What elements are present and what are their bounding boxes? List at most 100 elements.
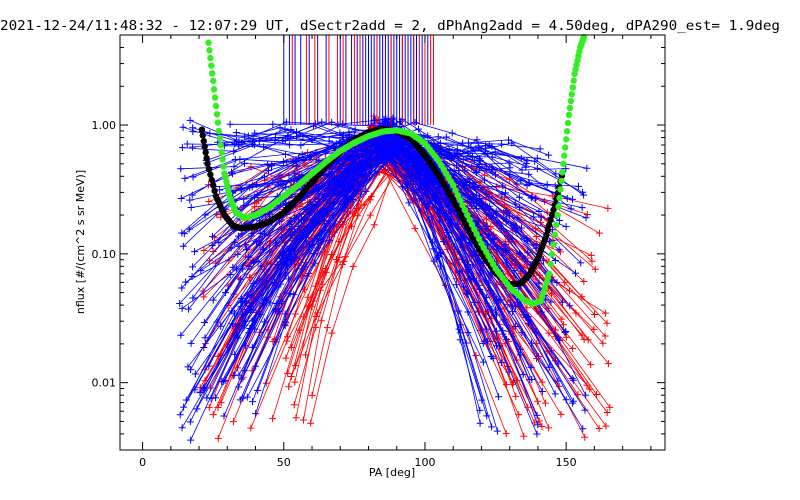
fit-point-black xyxy=(202,149,209,156)
data-point-blue xyxy=(186,116,194,124)
data-point-blue xyxy=(336,138,344,146)
fit-point-green xyxy=(548,251,556,258)
data-point-blue xyxy=(275,307,283,315)
fit-point-green xyxy=(569,84,576,91)
data-point-blue xyxy=(466,179,474,187)
data-point-blue xyxy=(244,132,252,140)
fit-point-black xyxy=(199,132,206,139)
series-blue-markers xyxy=(236,150,563,404)
data-point-blue xyxy=(293,162,301,170)
data-point-blue xyxy=(510,223,518,231)
data-point-blue xyxy=(326,236,334,244)
data-point-red xyxy=(229,418,237,426)
data-point-red xyxy=(247,424,255,432)
data-point-blue xyxy=(493,342,501,350)
data-point-blue xyxy=(179,123,187,131)
data-point-blue xyxy=(517,176,525,184)
data-point-red xyxy=(349,262,357,270)
data-point-blue xyxy=(226,271,234,279)
data-point-red xyxy=(512,392,520,400)
fit-point-green xyxy=(468,221,476,228)
data-point-red xyxy=(282,354,290,362)
data-point-blue xyxy=(277,254,285,262)
data-point-blue xyxy=(508,139,516,147)
data-point-blue xyxy=(310,212,318,220)
data-point-red xyxy=(205,198,213,206)
data-point-blue xyxy=(182,278,190,286)
x-tick-label: 150 xyxy=(556,456,577,469)
data-point-blue xyxy=(461,167,469,175)
data-point-blue xyxy=(178,284,186,292)
data-point-blue xyxy=(502,247,510,255)
data-point-blue xyxy=(276,124,284,132)
data-point-blue xyxy=(558,298,566,306)
data-point-blue xyxy=(177,331,185,339)
chart-title: 2021-12-24/11:48:32 - 12:07:29 UT, dSect… xyxy=(0,18,780,34)
data-point-blue xyxy=(292,239,300,247)
fit-point-green xyxy=(466,216,473,223)
data-point-blue xyxy=(318,118,326,126)
data-point-blue xyxy=(473,169,481,177)
data-point-blue xyxy=(562,223,570,231)
data-point-blue xyxy=(200,386,208,394)
data-point-blue xyxy=(233,265,241,273)
data-point-blue xyxy=(493,219,501,227)
data-point-blue xyxy=(501,189,509,197)
data-point-red xyxy=(283,337,291,345)
data-point-blue xyxy=(354,185,362,193)
fit-point-green xyxy=(208,62,215,69)
data-point-blue xyxy=(178,304,186,312)
data-point-blue xyxy=(433,253,441,261)
data-point-red xyxy=(557,410,565,418)
data-point-blue xyxy=(458,267,466,275)
series-blue-markers xyxy=(249,127,590,406)
data-point-red xyxy=(209,248,217,256)
fit-point-green xyxy=(216,134,223,142)
y-tick-label: 0.01 xyxy=(92,377,117,390)
data-point-blue xyxy=(187,436,195,444)
data-point-blue xyxy=(543,181,551,189)
data-point-red xyxy=(411,224,419,232)
data-point-blue xyxy=(249,398,257,406)
data-point-red xyxy=(302,351,310,359)
data-point-blue xyxy=(243,393,251,401)
data-point-blue xyxy=(212,394,220,402)
data-point-blue xyxy=(476,195,484,203)
data-point-blue xyxy=(553,279,561,287)
fit-point-green xyxy=(205,39,212,46)
data-point-blue xyxy=(563,194,571,202)
data-point-blue xyxy=(421,171,429,179)
fit-point-green xyxy=(213,111,221,118)
data-point-blue xyxy=(505,159,513,167)
data-point-blue xyxy=(229,263,237,271)
data-point-blue xyxy=(495,393,503,401)
data-point-blue xyxy=(362,187,370,195)
data-point-red xyxy=(601,332,609,340)
data-point-red xyxy=(595,425,603,433)
data-point-blue xyxy=(562,396,570,404)
data-point-red xyxy=(520,432,528,440)
fit-point-green xyxy=(546,270,553,277)
data-point-blue xyxy=(272,239,280,247)
data-point-blue xyxy=(524,313,532,321)
data-point-blue xyxy=(252,238,260,246)
data-point-blue xyxy=(547,298,555,306)
data-point-red xyxy=(323,324,331,332)
fit-point-green xyxy=(457,197,464,204)
data-point-red xyxy=(538,423,546,431)
data-point-blue xyxy=(403,174,411,182)
data-point-blue xyxy=(252,410,260,418)
data-point-blue xyxy=(228,168,236,176)
data-point-blue xyxy=(521,255,529,263)
data-point-blue xyxy=(260,173,268,181)
data-point-blue xyxy=(583,164,591,172)
data-point-blue xyxy=(556,217,564,225)
data-point-blue xyxy=(524,249,532,257)
data-point-blue xyxy=(230,371,238,379)
data-point-blue xyxy=(577,259,585,267)
data-point-blue xyxy=(189,124,197,132)
data-point-blue xyxy=(481,176,489,184)
data-point-blue xyxy=(492,208,500,216)
data-point-blue xyxy=(405,199,413,207)
data-point-blue xyxy=(297,141,305,149)
